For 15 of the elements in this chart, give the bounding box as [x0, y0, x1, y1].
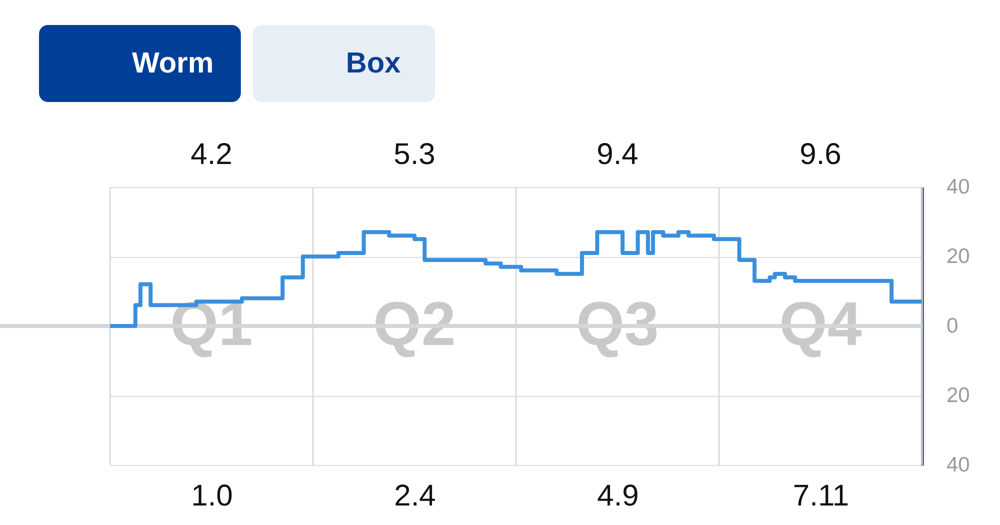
y-tick-label: 40	[946, 176, 970, 198]
x-tick-label: 4.9	[597, 480, 639, 512]
text: Box	[346, 48, 401, 80]
text: Worm	[132, 48, 214, 80]
y-tick-label: 0	[946, 314, 958, 338]
y-tick-label: 40	[946, 454, 970, 476]
x-tick-label: 2.4	[394, 480, 436, 512]
x-tick-label: 7.11	[792, 480, 850, 512]
text: 5.3	[394, 138, 436, 171]
y-tick-label: 20	[946, 245, 970, 268]
text: 9.4	[596, 138, 638, 171]
x-tick-label: 1.0	[191, 480, 233, 512]
text: 9.6	[800, 138, 842, 171]
y-tick-label: 20	[946, 384, 970, 407]
text: 4.2	[190, 138, 232, 171]
